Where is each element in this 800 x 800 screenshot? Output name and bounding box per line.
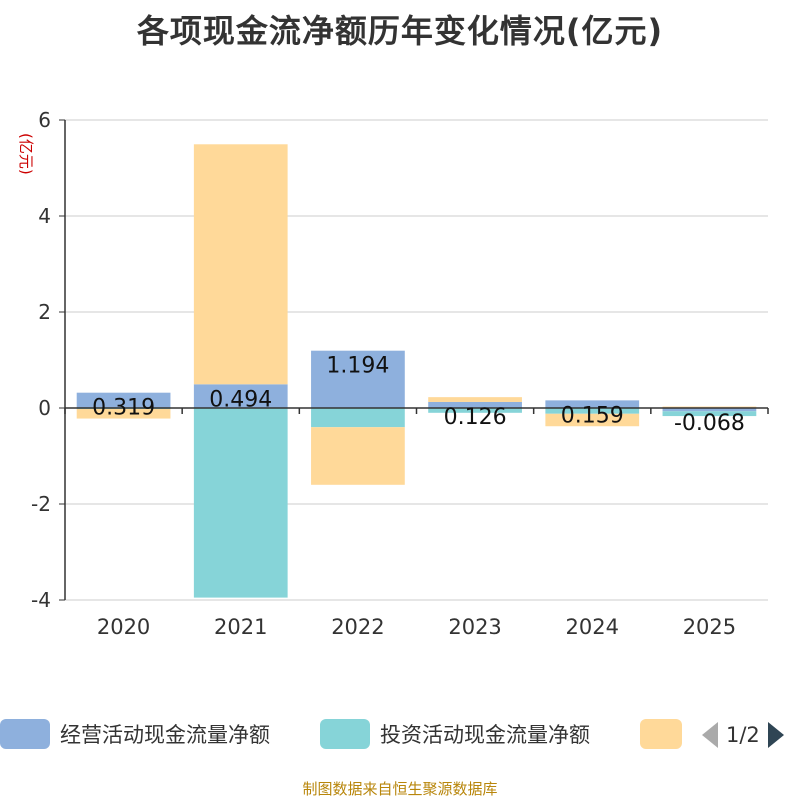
- bar-series1-2025: [662, 408, 757, 412]
- bar-series2-2021: [193, 408, 288, 598]
- y-tick-label-1: 4: [38, 204, 51, 228]
- bar-series3-2020: [76, 408, 171, 419]
- pager-next-icon[interactable]: [766, 720, 786, 750]
- y-tick-label-5: -4: [31, 588, 51, 612]
- source-note: 制图数据来自恒生聚源数据库: [302, 780, 498, 798]
- data-label-2022: 1.194: [326, 354, 389, 379]
- y-tick-label-4: -2: [31, 492, 51, 516]
- bar-series3-2023: [428, 397, 522, 402]
- legend-label-investing: 投资活动现金流量净额: [380, 723, 590, 747]
- bar-series1-2024: [545, 400, 640, 408]
- x-tick-label-2024: 2024: [566, 615, 619, 639]
- legend-label-operating: 经营活动现金流量净额: [60, 723, 270, 747]
- legend-item-financing[interactable]: [640, 718, 692, 750]
- bar-series1-2023: [428, 401, 522, 408]
- bar-series2-2025: [662, 411, 757, 417]
- pager-text: 1/2: [726, 723, 760, 747]
- y-tick-label-0: 6: [38, 108, 51, 132]
- x-tick-label-2023: 2023: [448, 615, 501, 639]
- legend-swatch-operating: [0, 719, 50, 749]
- bar-series2-2024: [545, 408, 640, 414]
- x-tick-label-2022: 2022: [331, 615, 384, 639]
- x-tick-label-2025: 2025: [683, 615, 736, 639]
- data-label-2021: 0.494: [209, 387, 272, 412]
- legend-pager: 1/2: [700, 718, 800, 752]
- bar-series2-2022: [311, 408, 405, 428]
- pager-prev-icon[interactable]: [700, 720, 720, 750]
- data-label-2024: 0.159: [561, 403, 624, 428]
- bar-series3-2021: [193, 144, 288, 385]
- data-label-2023: 0.126: [444, 405, 507, 430]
- legend-swatch-financing: [640, 719, 682, 749]
- bar-series1-2021: [193, 384, 288, 408]
- bar-series3-2022: [311, 427, 405, 485]
- x-tick-label-2020: 2020: [97, 615, 150, 639]
- legend-item-investing[interactable]: 投资活动现金流量净额: [320, 718, 590, 750]
- legend-swatch-investing: [320, 719, 370, 749]
- legend-item-operating[interactable]: 经营活动现金流量净额: [0, 718, 270, 750]
- y-tick-label-2: 2: [38, 300, 51, 324]
- data-label-2025: -0.068: [674, 411, 745, 436]
- data-label-2020: 0.319: [92, 396, 155, 421]
- bar-series1-2020: [76, 392, 171, 408]
- bar-series3-2024: [545, 413, 640, 427]
- x-tick-label-2021: 2021: [214, 615, 267, 639]
- bar-series2-2023: [428, 408, 522, 413]
- bar-series1-2022: [311, 350, 405, 408]
- y-tick-label-3: 0: [38, 396, 51, 420]
- chart-title: 各项现金流净额历年变化情况(亿元): [136, 12, 664, 50]
